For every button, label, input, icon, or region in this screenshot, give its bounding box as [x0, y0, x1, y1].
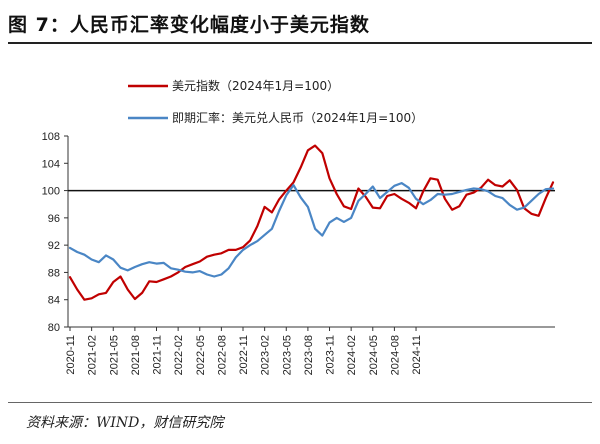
x-tick-label: 2022-02	[173, 335, 185, 375]
x-tick-label: 2022-08	[216, 335, 228, 375]
x-tick-label: 2021-02	[87, 335, 99, 375]
source-note: 资料来源：WIND，财信研究院	[26, 415, 224, 431]
y-tick-label: 84	[48, 295, 60, 307]
title-rule	[8, 42, 592, 44]
chart-title: 图 7：人民币汇率变化幅度小于美元指数	[8, 14, 370, 36]
x-tick-label: 2021-05	[108, 335, 120, 375]
footer-rule	[8, 402, 592, 403]
x-tick-label: 2023-08	[303, 335, 315, 375]
y-tick-label: 100	[42, 186, 60, 198]
x-tick-label: 2024-08	[389, 335, 401, 375]
x-tick-label: 2023-05	[281, 335, 293, 375]
x-tick-label: 2023-02	[260, 335, 272, 375]
legend-label-usdcny: 即期汇率：美元兑人民币（2024年1月=100）	[172, 110, 423, 125]
y-tick-label: 88	[48, 267, 60, 279]
y-tick-label: 108	[42, 131, 60, 143]
x-tick-label: 2024-02	[346, 335, 358, 375]
x-tick-label: 2023-11	[325, 335, 337, 375]
series-line-usd-index	[68, 144, 555, 301]
y-tick-label: 92	[48, 240, 60, 252]
x-tick-label: 2024-05	[368, 335, 380, 375]
x-tick-label: 2024-11	[411, 335, 423, 375]
x-tick-label: 2022-05	[195, 335, 207, 375]
legend-label-usd-index: 美元指数（2024年1月=100）	[172, 78, 339, 93]
x-tick-label: 2021-08	[130, 335, 142, 375]
y-tick-label: 96	[48, 213, 60, 225]
y-tick-label: 80	[48, 322, 60, 334]
series-line-usdcny	[68, 182, 555, 278]
x-tick-label: 2022-11	[238, 335, 250, 375]
y-tick-label: 104	[42, 158, 60, 170]
x-tick-label: 2020-11	[65, 335, 77, 375]
x-tick-label: 2021-11	[152, 335, 164, 375]
